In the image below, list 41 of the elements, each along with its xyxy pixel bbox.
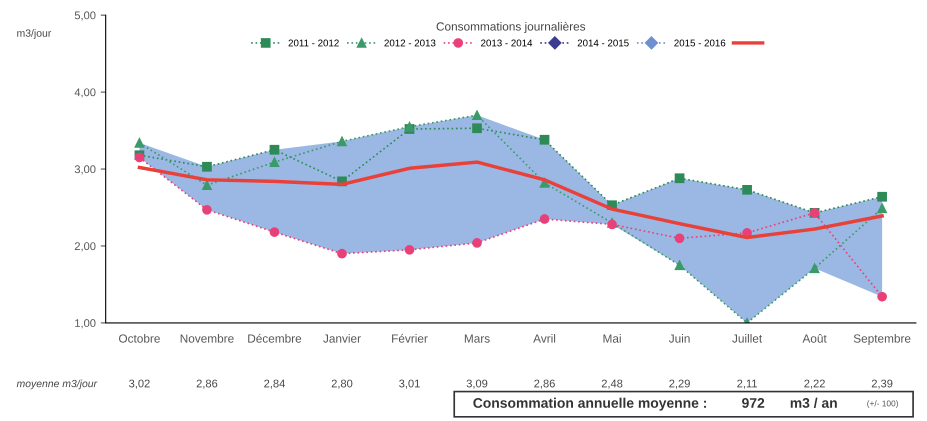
y-tick-label: 3,00 [74,165,96,174]
data-label: 2,39 [872,380,892,389]
data-label: 3,01 [399,380,420,389]
text: Consommation annuelle moyenne : [473,398,706,411]
y-tick-label: 5,00 [74,11,96,21]
data-label: 2,84 [264,380,285,389]
text: Consommations journalières [436,22,586,33]
data-label: 2,86 [196,380,218,389]
data-label: 2,80 [332,380,352,389]
x-tick-label: Juillet [732,334,762,343]
x-tick-label: Février [392,334,428,343]
legend-label: 2013 - 2014 [481,40,532,46]
text: (+/- 100) [867,400,898,408]
text: 972 [742,398,764,408]
x-tick-label: Septembre [854,334,910,346]
x-tick-label: Octobre [119,334,160,343]
legend-label: 2011 - 2012 [288,40,339,46]
legend-label: 2015 - 2016 [674,40,726,46]
x-tick-label: Mai [604,334,621,343]
x-tick-label: Novembre [180,334,234,343]
y-axis-title: m3/jour [17,29,52,39]
x-tick-label: Décembre [248,334,302,343]
y-tick-label: 4,00 [74,88,96,98]
y-tick-label: 2,00 [74,242,96,252]
data-label: 3,02 [129,380,150,389]
data-label: 2,86 [534,380,555,389]
data-label: 2,48 [602,380,622,389]
legend-label: 2014 - 2015 [578,40,629,46]
x-tick-label: Juin [668,334,690,343]
x-tick-label: Mars [464,334,490,343]
y-tick-label: 1,00 [75,319,96,328]
x-tick-label: Août [802,334,827,343]
legend-label: 2012 - 2013 [384,40,436,46]
data-label: 2,22 [804,380,825,389]
data-label: 2,29 [669,380,690,389]
x-tick-label: Avril [533,334,556,343]
data-label: 3,09 [466,380,488,389]
text: m3 / an [790,398,837,408]
data-label: 2,11 [737,380,757,389]
x-tick-label: Janvier [323,334,361,343]
text: moyenne m3/jour [16,380,98,390]
